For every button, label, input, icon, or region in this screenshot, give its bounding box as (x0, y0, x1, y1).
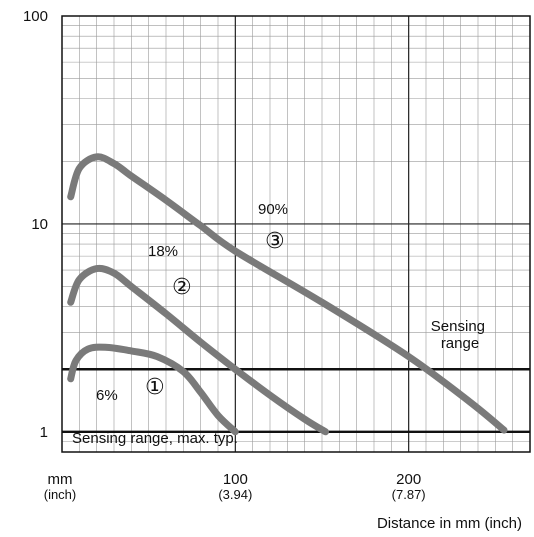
y-tick-label: 100 (23, 8, 48, 25)
x-tick-sublabel: (7.87) (392, 487, 426, 502)
x-axis-title: Distance in mm (inch) (377, 515, 522, 532)
x-tick-label: 100 (223, 471, 248, 488)
series-marker-2: ② (172, 274, 192, 299)
x-unit-sublabel: (inch) (44, 487, 77, 502)
series-label-90: 90% (258, 201, 288, 218)
threshold-lines (62, 368, 530, 434)
x-unit-label: mm (48, 471, 73, 488)
y-tick-label: 10 (31, 216, 48, 233)
data-series (67, 153, 508, 436)
x-tick-sublabel: (3.94) (218, 487, 252, 502)
sensing-range-label: Sensing range (431, 318, 489, 352)
y-tick-label: 1 (40, 424, 48, 441)
series-line-90 (67, 153, 508, 434)
series-label-18: 18% (148, 243, 178, 260)
series-line-6 (67, 343, 239, 436)
x-tick-label: 200 (396, 471, 421, 488)
max-sensing-range-label: Sensing range, max. typ. (72, 430, 238, 447)
series-marker-3: ③ (265, 228, 285, 253)
sensing-range-label-line: Sensing (431, 318, 485, 335)
plot-frame (61, 15, 531, 453)
series-marker-1: ① (145, 374, 165, 399)
series-label-6: 6% (96, 387, 118, 404)
sensing-range-label-line: range (441, 335, 479, 352)
series-line-18 (67, 264, 329, 436)
